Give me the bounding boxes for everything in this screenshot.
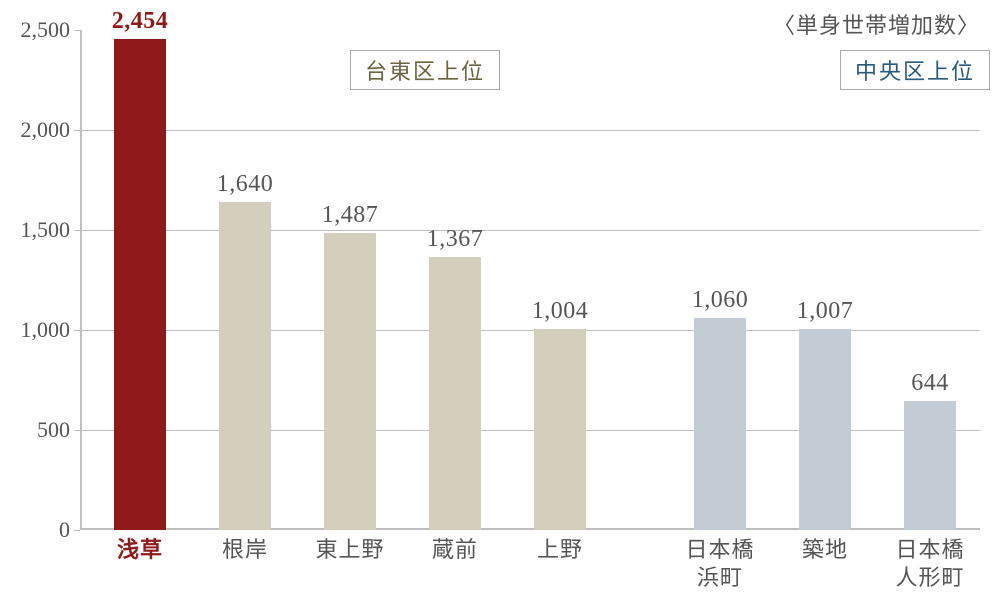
gridline: [80, 230, 980, 231]
x-category-label: 東上野: [315, 530, 384, 564]
y-tick-label: 1,500: [21, 217, 81, 243]
bar: 644: [904, 401, 956, 530]
x-category-label: 上野: [537, 530, 583, 564]
bar: 1,487: [324, 233, 376, 530]
x-category-label: 日本橋浜町: [685, 530, 754, 591]
bar-chart: 〈単身世帯増加数〉 台東区上位 中央区上位 05001,0001,5002,00…: [0, 0, 1000, 610]
bar: 1,060: [694, 318, 746, 530]
gridline: [80, 130, 980, 131]
bar-value-label: 1,640: [217, 171, 274, 198]
bar: 2,454: [114, 39, 166, 530]
bar: 1,640: [219, 202, 271, 530]
bar-value-label: 1,487: [322, 202, 379, 229]
y-tick-label: 0: [59, 517, 80, 543]
bar-value-label: 1,004: [532, 298, 589, 325]
y-tick-label: 500: [37, 417, 80, 443]
bar: 1,004: [534, 329, 586, 530]
y-tick-label: 1,000: [21, 317, 81, 343]
y-tick-label: 2,500: [21, 17, 81, 43]
bar-value-label: 1,060: [692, 287, 749, 314]
bar: 1,367: [429, 257, 481, 530]
bar-value-label: 2,454: [112, 8, 169, 35]
bar-value-label: 644: [911, 370, 949, 397]
x-category-label: 築地: [802, 530, 848, 564]
y-tick-label: 2,000: [21, 117, 81, 143]
plot-area: 05001,0001,5002,0002,5002,454浅草1,640根岸1,…: [80, 30, 980, 530]
bar-value-label: 1,367: [427, 226, 484, 253]
y-axis: [80, 30, 82, 530]
x-category-label: 浅草: [117, 530, 163, 564]
bar: 1,007: [799, 329, 851, 530]
x-category-label: 根岸: [222, 530, 268, 564]
x-category-label: 日本橋人形町: [895, 530, 964, 591]
bar-value-label: 1,007: [797, 298, 854, 325]
x-category-label: 蔵前: [432, 530, 478, 564]
